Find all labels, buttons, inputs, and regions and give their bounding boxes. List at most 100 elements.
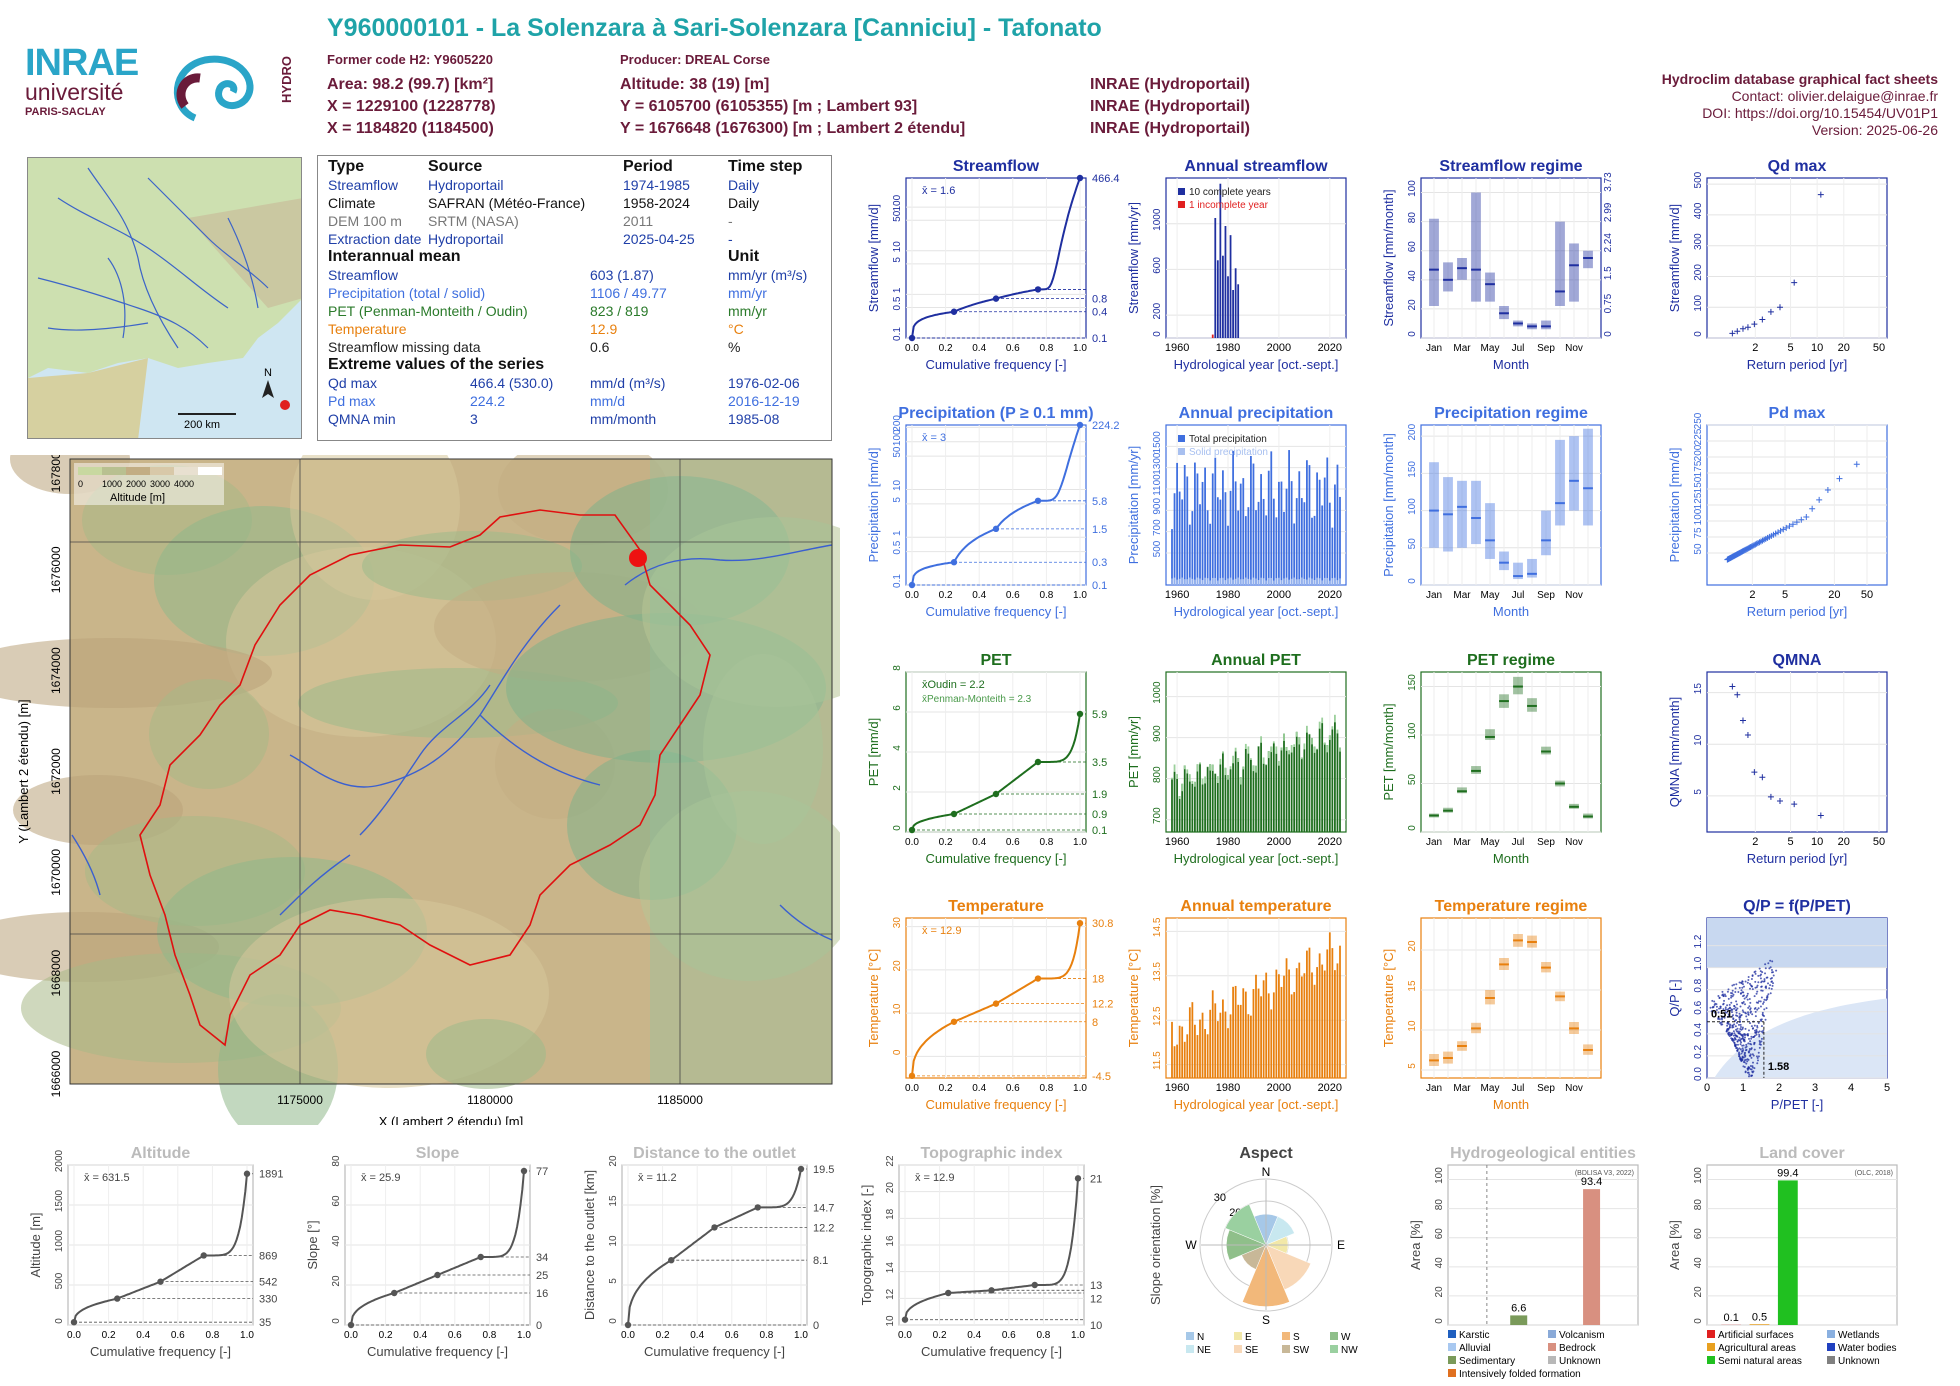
qp-point — [1749, 984, 1752, 987]
qp-point — [1741, 1050, 1744, 1053]
return-point — [1740, 547, 1747, 554]
qp-point — [1728, 1026, 1731, 1029]
bar — [1267, 470, 1270, 585]
bar — [1176, 778, 1178, 832]
bar-solid — [1262, 578, 1265, 585]
qp-point — [1753, 1048, 1756, 1051]
qp-point — [1742, 991, 1745, 994]
qp-point — [1732, 1039, 1735, 1042]
qp-point — [1739, 1020, 1742, 1023]
y-tick-label: 1676000 — [49, 546, 63, 593]
bar — [1285, 747, 1288, 832]
qp-point — [1752, 1054, 1755, 1057]
qp-point — [1750, 1056, 1753, 1059]
bar — [1295, 968, 1298, 1078]
bar-pm — [1237, 758, 1240, 762]
x-tick-label: 0.0 — [898, 1330, 912, 1341]
bar-pm — [1326, 745, 1329, 753]
x-tick-label: Jul — [1512, 837, 1525, 848]
y-tick-label: 1678000 — [49, 455, 63, 492]
qp-point — [1745, 1048, 1748, 1051]
qp-point — [1731, 992, 1734, 995]
bar-pm — [1323, 742, 1326, 745]
legend-label: Unknown — [1838, 1356, 1880, 1367]
qp-point — [1726, 1004, 1729, 1007]
x-tick-label: Mar — [1453, 343, 1471, 354]
x-tick-label: Jul — [1512, 1083, 1525, 1094]
bar-pm — [1216, 776, 1219, 783]
terrain-patch — [650, 459, 832, 1084]
y-axis-label: Slope orientation [%] — [1148, 1185, 1163, 1305]
right-tick-label: 0.3 — [1092, 557, 1107, 569]
bar-pm — [1188, 774, 1191, 782]
bar — [1323, 742, 1326, 832]
x-tick-label: 1.0 — [794, 1330, 808, 1341]
legend-label: W — [1341, 1332, 1351, 1343]
box — [1429, 813, 1439, 818]
y-tick-label: 15 — [1693, 683, 1704, 695]
bar — [1316, 967, 1318, 1078]
bar — [1252, 765, 1255, 832]
y-tick-label: 1300 — [1152, 452, 1163, 475]
aspect-sector — [1265, 1216, 1295, 1246]
dir-label: E — [1337, 1238, 1345, 1252]
bar-solid — [1227, 578, 1229, 585]
qp-point — [1754, 972, 1757, 975]
bar — [1334, 484, 1336, 585]
qp-point — [1761, 989, 1764, 992]
qp-point — [1724, 1008, 1727, 1011]
bar — [1308, 734, 1311, 832]
qp-point — [1733, 1036, 1736, 1039]
y-tick-label: 10 — [892, 1003, 903, 1015]
bar — [1328, 932, 1331, 1078]
bar — [1267, 751, 1270, 832]
legend-label: N — [1197, 1332, 1204, 1343]
x-axis-label: Hydrological year [oct.-sept.] — [1174, 1097, 1339, 1112]
qp-point — [1754, 986, 1757, 989]
bar — [1300, 757, 1303, 832]
producer: Producer: DREAL Corse — [620, 52, 771, 67]
qp-point — [1713, 1011, 1716, 1014]
y-axis-label: Altitude [m] — [28, 1212, 43, 1277]
qp-point — [1750, 985, 1753, 988]
y-tick-label: 0.2 — [1693, 1045, 1704, 1059]
x-tick-label: 5 — [1782, 589, 1788, 601]
bar — [1201, 1012, 1204, 1078]
y-axis-label: Y (Lambert 2 étendu) [m] — [16, 699, 31, 843]
y-tick-label: 10 — [892, 241, 903, 253]
qp-point — [1735, 1034, 1738, 1037]
qp-point — [1753, 1042, 1756, 1045]
qp-point — [1742, 994, 1745, 997]
plot-frame — [1165, 424, 1347, 586]
bar — [1318, 728, 1321, 832]
qp-point — [1759, 970, 1762, 973]
qp-point — [1769, 959, 1772, 962]
table-cell: 466.4 (530.0) — [470, 375, 554, 391]
x-tick-label: 0.4 — [972, 1083, 986, 1094]
bar-label: 0.5 — [1752, 1311, 1767, 1323]
return-point — [1836, 475, 1843, 482]
y-tick-label: 20 — [608, 1155, 619, 1167]
bar — [1265, 972, 1268, 1078]
bar — [1257, 988, 1260, 1078]
bar-pm — [1206, 766, 1209, 768]
qp-point — [1746, 992, 1749, 995]
bar — [1239, 483, 1242, 585]
qp-point — [1735, 1011, 1738, 1014]
outlet-marker — [629, 549, 647, 567]
qp-point — [1752, 1020, 1755, 1023]
qp-point — [1757, 974, 1760, 977]
table-cell: - — [728, 213, 733, 229]
x-tick-label: Nov — [1565, 1083, 1583, 1094]
qp-point — [1744, 1033, 1747, 1036]
bar-solid — [1252, 577, 1255, 585]
bar-solid — [1318, 578, 1321, 585]
chart-title: Precipitation regime — [1434, 405, 1588, 422]
plot-frame — [1420, 671, 1602, 833]
x-tick-label: 0.2 — [939, 343, 953, 354]
qp-point — [1741, 1001, 1744, 1004]
qp-point — [1733, 1005, 1736, 1008]
qp-point — [1761, 980, 1764, 983]
